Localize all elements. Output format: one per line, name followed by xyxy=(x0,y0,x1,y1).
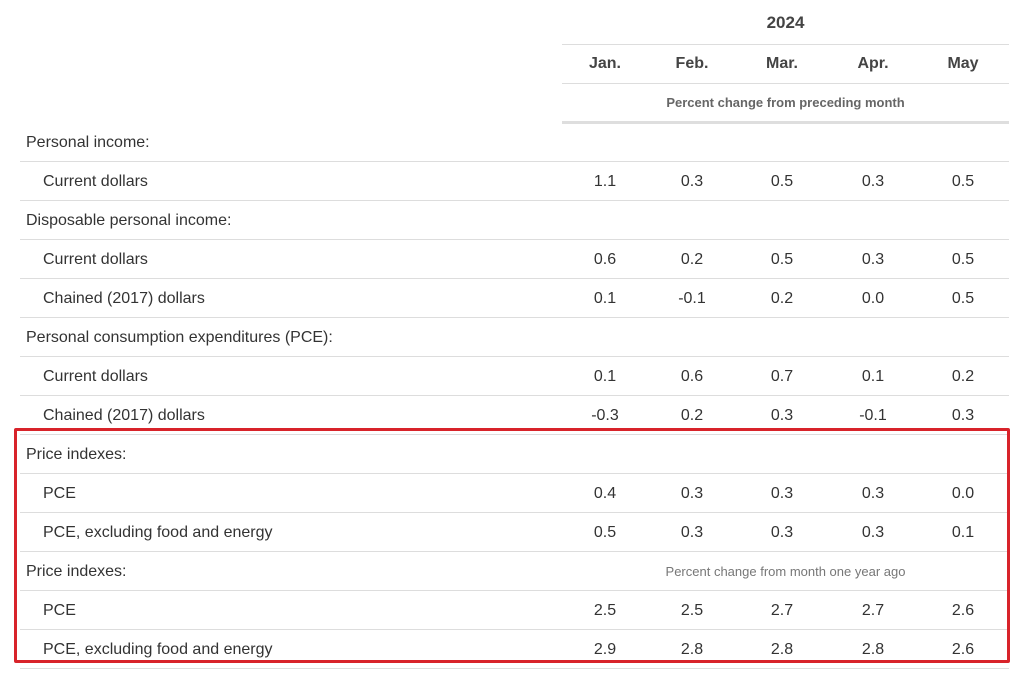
row-label: PCE, excluding food and energy xyxy=(43,641,273,658)
row-label: Chained (2017) dollars xyxy=(43,407,205,424)
row-label: PCE xyxy=(43,602,76,619)
value-cell: 0.3 xyxy=(770,485,794,502)
table-row: PCE 0.4 0.3 0.3 0.3 0.0 xyxy=(20,474,1009,513)
table-section-row: Personal income: xyxy=(20,123,1009,162)
value-cell: -0.3 xyxy=(591,407,619,424)
value-cell: -0.1 xyxy=(678,290,706,307)
value-cell: 0.5 xyxy=(951,173,975,190)
value-cell: 2.9 xyxy=(593,641,617,658)
month-header-mar: Mar. xyxy=(765,55,798,72)
row-label: Current dollars xyxy=(43,368,148,385)
value-cell: 0.0 xyxy=(861,290,885,307)
section-label: Personal consumption expenditures (PCE): xyxy=(26,329,333,346)
table-section-row: Personal consumption expenditures (PCE): xyxy=(20,318,1009,357)
month-header-may: May xyxy=(947,55,979,72)
value-cell: 0.7 xyxy=(770,368,794,385)
value-cell: 0.1 xyxy=(861,368,885,385)
value-cell: 0.3 xyxy=(861,251,885,268)
value-cell: 2.8 xyxy=(861,641,885,658)
value-cell: 0.3 xyxy=(861,485,885,502)
row-label: Current dollars xyxy=(43,173,148,190)
month-header-apr: Apr. xyxy=(857,55,889,72)
value-cell: 2.7 xyxy=(770,602,794,619)
value-cell: 0.5 xyxy=(770,251,794,268)
value-cell: 0.3 xyxy=(861,173,885,190)
table-row: Current dollars 1.1 0.3 0.5 0.3 0.5 xyxy=(20,162,1009,201)
section-label: Price indexes: xyxy=(26,446,127,463)
table-row: Chained (2017) dollars 0.1 -0.1 0.2 0.0 0.5 xyxy=(20,279,1009,318)
value-cell: 0.3 xyxy=(951,407,975,424)
value-cell: 0.2 xyxy=(770,290,794,307)
value-cell: 2.5 xyxy=(680,602,704,619)
unit-header: Percent change from preceding month xyxy=(562,84,1009,124)
yoy-unit-label: Percent change from month one year ago xyxy=(665,564,906,579)
value-cell: 0.6 xyxy=(680,368,704,385)
value-cell: 0.1 xyxy=(593,290,617,307)
value-cell: 1.1 xyxy=(593,173,617,190)
value-cell: 0.2 xyxy=(680,407,704,424)
row-label: Current dollars xyxy=(43,251,148,268)
value-cell: 0.3 xyxy=(861,524,885,541)
value-cell: 2.6 xyxy=(951,641,975,658)
value-cell: 2.8 xyxy=(680,641,704,658)
value-cell: 0.1 xyxy=(951,524,975,541)
value-cell: 0.6 xyxy=(593,251,617,268)
month-header-jan: Jan. xyxy=(588,55,621,72)
value-cell: 2.5 xyxy=(593,602,617,619)
value-cell: 2.8 xyxy=(770,641,794,658)
value-cell: 2.7 xyxy=(861,602,885,619)
value-cell: 2.6 xyxy=(951,602,975,619)
value-cell: -0.1 xyxy=(859,407,887,424)
table-row: Current dollars 0.1 0.6 0.7 0.1 0.2 xyxy=(20,357,1009,396)
table-section-row: Price indexes: Percent change from month … xyxy=(20,552,1009,591)
value-cell: 0.5 xyxy=(770,173,794,190)
section-label: Price indexes: xyxy=(26,563,127,580)
table-row: PCE 2.5 2.5 2.7 2.7 2.6 xyxy=(20,591,1009,630)
value-cell: 0.2 xyxy=(951,368,975,385)
value-cell: 0.3 xyxy=(680,485,704,502)
value-cell: 0.3 xyxy=(680,173,704,190)
row-label: Chained (2017) dollars xyxy=(43,290,205,307)
row-label: PCE, excluding food and energy xyxy=(43,524,273,541)
value-cell: 0.0 xyxy=(951,485,975,502)
table-body: Personal income: Current dollars 1.1 0.3 0.5… xyxy=(20,123,1009,669)
value-cell: 0.2 xyxy=(680,251,704,268)
table-section-row: Price indexes: xyxy=(20,435,1009,474)
table-row: Current dollars 0.6 0.2 0.5 0.3 0.5 xyxy=(20,240,1009,279)
month-header-feb: Feb. xyxy=(675,55,709,72)
section-label: Disposable personal income: xyxy=(26,212,232,229)
value-cell: 0.3 xyxy=(770,407,794,424)
table-row: Chained (2017) dollars -0.3 0.2 0.3 -0.1 0.3 xyxy=(20,396,1009,435)
value-cell: 0.3 xyxy=(680,524,704,541)
year-header: 2024 xyxy=(562,0,1009,45)
value-cell: 0.5 xyxy=(951,290,975,307)
section-label: Personal income: xyxy=(26,134,150,151)
row-label: PCE xyxy=(43,485,76,502)
table-section-row: Disposable personal income: xyxy=(20,201,1009,240)
table-row: PCE, excluding food and energy 0.5 0.3 0.3 0… xyxy=(20,513,1009,552)
value-cell: 0.3 xyxy=(770,524,794,541)
value-cell: 0.4 xyxy=(593,485,617,502)
table-row: PCE, excluding food and energy 2.9 2.8 2.8 2… xyxy=(20,630,1009,669)
value-cell: 0.1 xyxy=(593,368,617,385)
value-cell: 0.5 xyxy=(951,251,975,268)
value-cell: 0.5 xyxy=(593,524,617,541)
month-header-row: Jan. Feb. Mar. Apr. May xyxy=(562,44,1009,84)
